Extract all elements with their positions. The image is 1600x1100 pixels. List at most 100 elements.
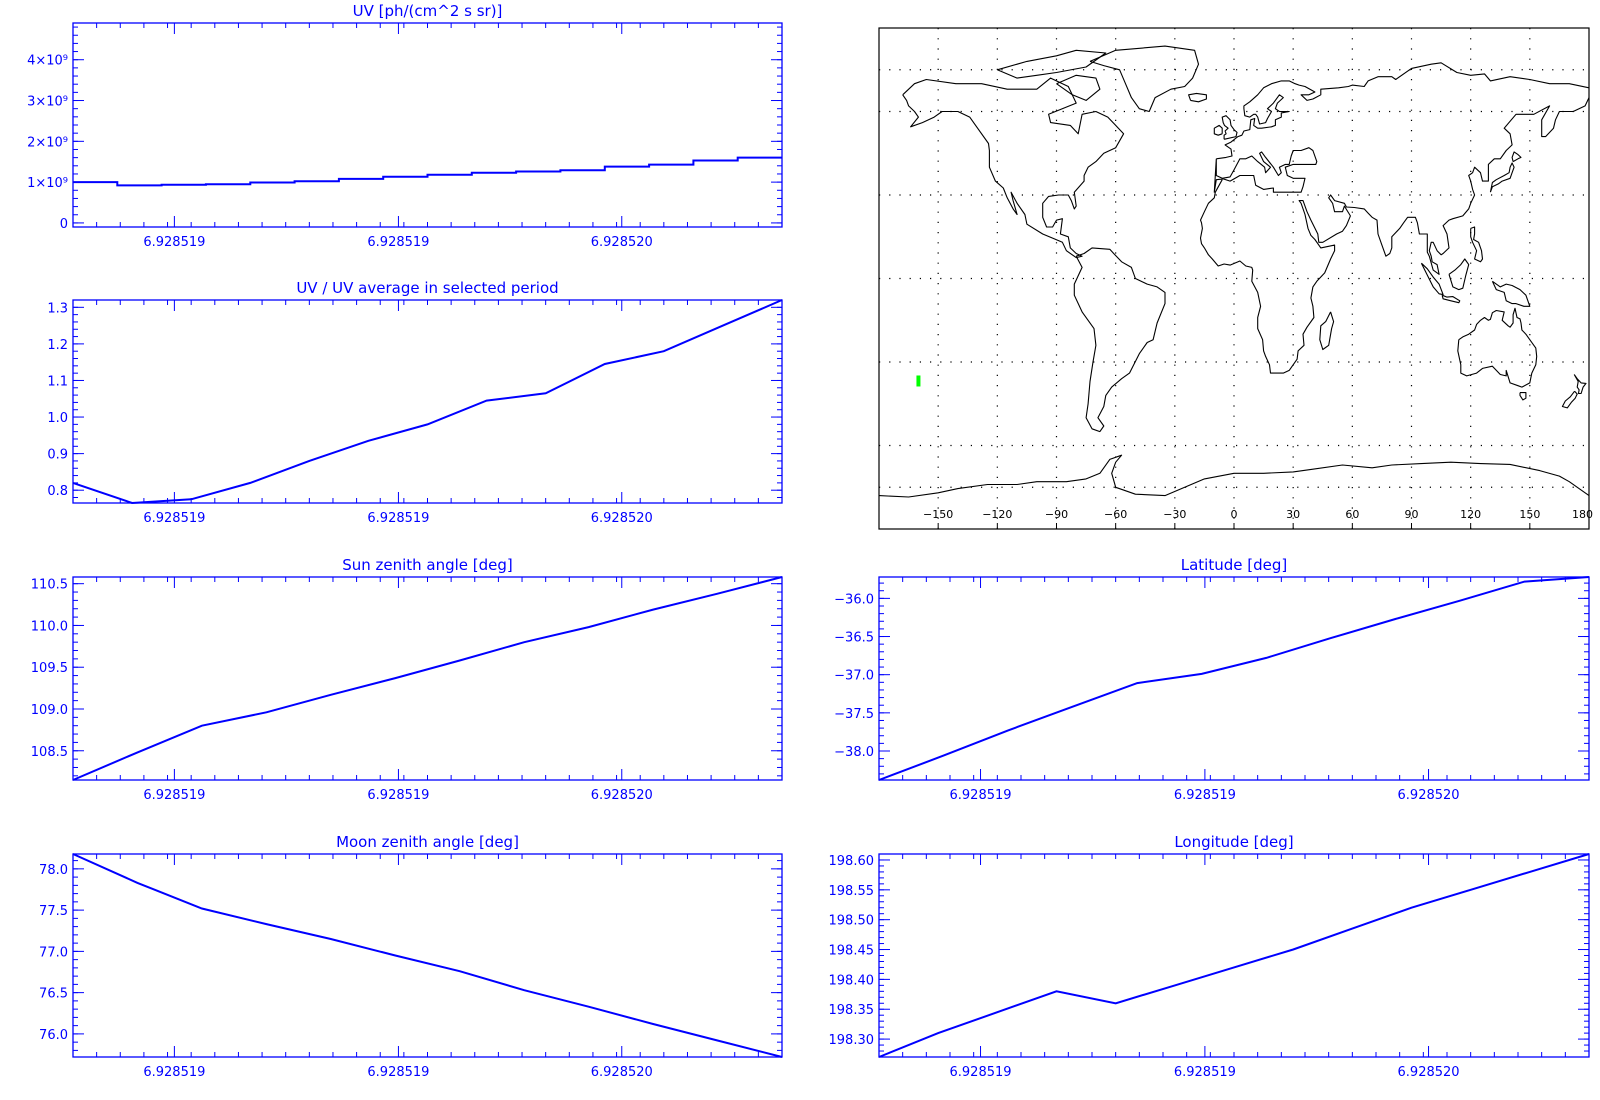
coastline — [1561, 390, 1578, 409]
coastline — [1073, 247, 1166, 433]
y-tick-label: −37.5 — [834, 707, 874, 722]
x-tick-label: 6.928520 — [591, 788, 653, 803]
chart-title: Sun zenith angle [deg] — [342, 556, 513, 574]
coastline — [1089, 45, 1200, 113]
plot-frame — [72, 576, 783, 781]
map-lon-tick-label: 90 — [1405, 508, 1419, 521]
y-tick-label: 108.5 — [31, 745, 68, 760]
coastline — [1491, 280, 1531, 307]
chart-latitude: Latitude [deg] −38.0 −37.5 −37.0 −36.5 −36.0 6… — [834, 556, 1590, 803]
y-tick-label: 198.45 — [829, 944, 875, 959]
plot-frame — [72, 299, 783, 504]
coastline — [1573, 374, 1587, 395]
y-tick-label: 1.3 — [47, 301, 68, 316]
coastline — [1457, 307, 1538, 388]
y-tick-label: 77.5 — [39, 904, 68, 919]
y-tick-label: 198.60 — [829, 854, 875, 869]
y-tick-label: 77.0 — [39, 945, 68, 960]
coastline — [1489, 162, 1515, 193]
y-tick-label: 2×10⁹ — [27, 135, 68, 150]
map-lon-tick-label: −90 — [1045, 508, 1068, 521]
x-tick-label: 6.928520 — [591, 511, 653, 526]
y-tick-label: 1×10⁹ — [27, 176, 68, 191]
y-tick-label: 198.50 — [829, 914, 875, 929]
map-lon-tick-label: 0 — [1231, 508, 1238, 521]
series-line-longitude — [878, 853, 1590, 1058]
map-frame — [878, 27, 1590, 530]
plot-frame — [72, 853, 783, 1058]
world-map: −150 −120 −90 −60 −30 0 30 60 90 120 150 180 — [878, 27, 1593, 530]
y-tick-label: 110.5 — [31, 578, 68, 593]
y-tick-label: 0.9 — [47, 448, 68, 463]
y-tick-label: 4×10⁹ — [27, 54, 68, 69]
coastline — [1448, 258, 1470, 291]
chart-sun-zenith: Sun zenith angle [deg] 108.5 109.0 109.5 110… — [31, 556, 783, 803]
y-tick-label: 1.0 — [47, 411, 68, 426]
series-line-moon-zenith — [72, 853, 783, 1058]
x-tick-label: 6.928519 — [1174, 1065, 1236, 1080]
coastline — [1188, 92, 1207, 103]
map-lon-tick-label: −30 — [1163, 508, 1186, 521]
chart-moon-zenith: Moon zenith angle [deg] 76.0 76.5 77.0 77.5 7… — [39, 833, 783, 1080]
coastline — [1511, 151, 1522, 163]
coastline — [1056, 74, 1101, 101]
y-tick-label: −36.5 — [834, 631, 874, 646]
y-tick-label: −36.0 — [834, 592, 874, 607]
chart-title: Latitude [deg] — [1181, 556, 1287, 574]
coastline — [1420, 262, 1444, 296]
map-lon-tick-label: 150 — [1519, 508, 1540, 521]
coastline — [1519, 392, 1527, 401]
plot-frame — [878, 853, 1590, 1058]
track-marker — [916, 375, 921, 387]
coastline — [1470, 226, 1484, 263]
y-tick-label: 78.0 — [39, 863, 68, 878]
coastline — [1199, 97, 1590, 374]
chart-title: UV / UV average in selected period — [296, 279, 558, 297]
x-tick-label: 6.928519 — [367, 235, 429, 250]
map-lon-tick-label: 60 — [1345, 508, 1359, 521]
x-tick-label: 6.928519 — [143, 235, 205, 250]
x-tick-label: 6.928520 — [1398, 788, 1460, 803]
coastline — [1221, 115, 1238, 140]
y-tick-label: 198.35 — [829, 1003, 875, 1018]
x-tick-label: 6.928519 — [367, 511, 429, 526]
coastline — [1441, 294, 1461, 304]
y-tick-label: 76.5 — [39, 987, 68, 1002]
series-line-uv-ratio — [72, 299, 783, 505]
y-tick-label: −38.0 — [834, 745, 874, 760]
y-tick-label: 198.30 — [829, 1033, 875, 1048]
y-tick-label: 198.55 — [829, 884, 875, 899]
x-tick-label: 6.928519 — [950, 788, 1012, 803]
x-tick-label: 6.928519 — [1174, 788, 1236, 803]
chart-title: Moon zenith angle [deg] — [336, 833, 519, 851]
map-lon-tick-label: 180 — [1572, 508, 1593, 521]
x-tick-label: 6.928519 — [143, 511, 205, 526]
series-line-uv — [73, 156, 782, 187]
y-tick-label: 198.40 — [829, 973, 875, 988]
map-lon-tick-label: 30 — [1286, 508, 1300, 521]
plot-frame — [72, 22, 783, 228]
x-tick-label: 6.928520 — [591, 235, 653, 250]
chart-title: Longitude [deg] — [1174, 833, 1293, 851]
x-tick-label: 6.928519 — [950, 1065, 1012, 1080]
chart-uv: UV [ph/(cm^2 s sr)] 0 1×10⁹ 2×10⁹ 3×10⁹ 4×10⁹… — [27, 2, 783, 250]
x-tick-label: 6.928519 — [143, 788, 205, 803]
x-tick-label: 6.928519 — [143, 1065, 205, 1080]
x-tick-label: 6.928520 — [1398, 1065, 1460, 1080]
map-lon-tick-label: 120 — [1460, 508, 1481, 521]
y-tick-label: 110.0 — [31, 619, 68, 634]
coastline — [1319, 311, 1335, 351]
y-tick-label: 1.2 — [47, 338, 68, 353]
series-line-latitude — [878, 576, 1590, 781]
coastline — [1213, 147, 1318, 193]
y-tick-label: 109.5 — [31, 661, 68, 676]
coastline — [997, 49, 1107, 79]
y-tick-label: 1.1 — [47, 374, 68, 389]
y-tick-label: 0 — [60, 217, 68, 232]
chart-uv-ratio: UV / UV average in selected period 0.8 0.9… — [47, 279, 783, 526]
y-tick-label: −37.0 — [834, 669, 874, 684]
coastline — [1213, 124, 1223, 136]
coastline — [1216, 62, 1590, 160]
map-lon-tick-label: −120 — [982, 508, 1012, 521]
